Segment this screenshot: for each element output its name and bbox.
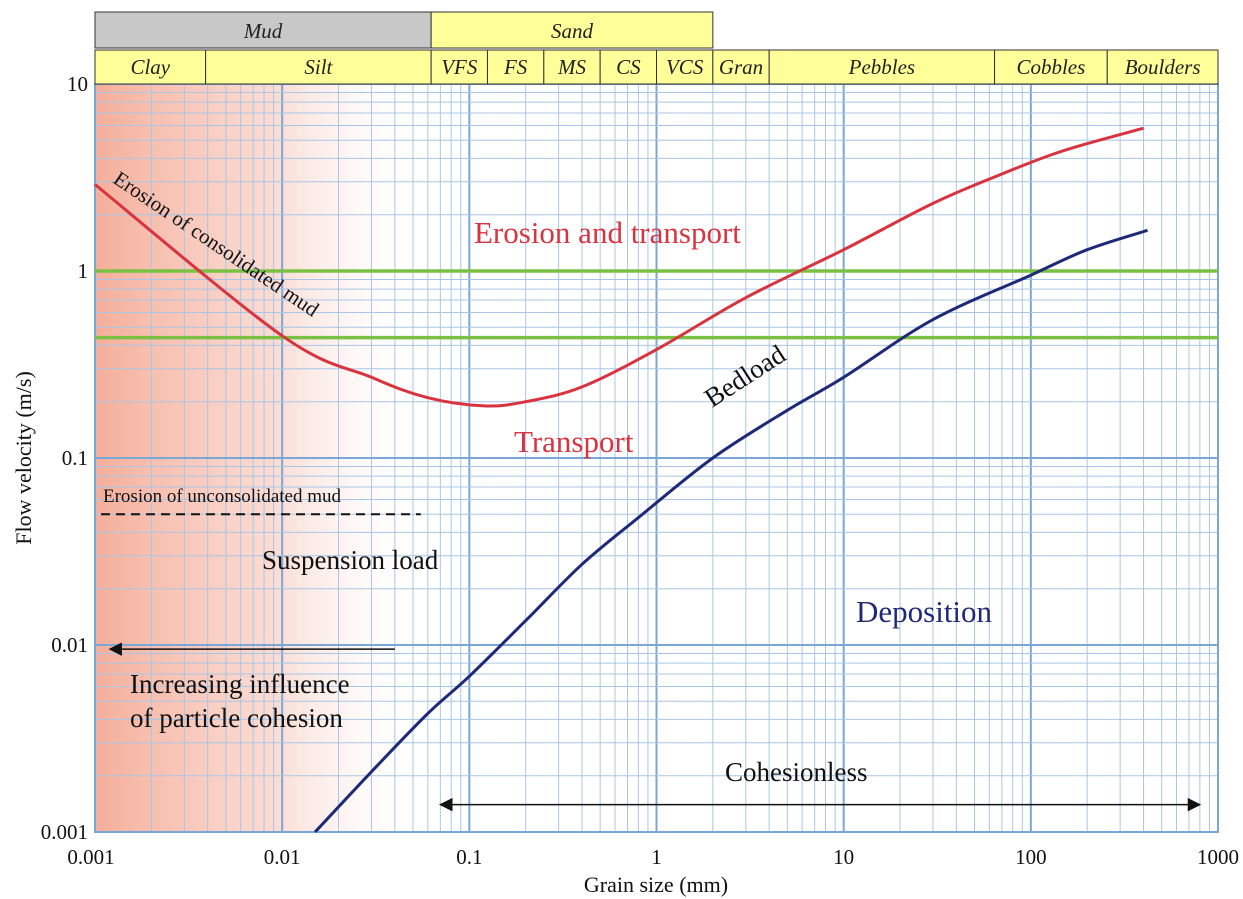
y-tick-label: 0.1 xyxy=(62,446,88,470)
size-class-label: MS xyxy=(557,55,586,79)
x-tick-label: 0.001 xyxy=(67,845,114,869)
erosion-curve xyxy=(94,126,1144,408)
erosion-and-transport-label: Erosion and transport xyxy=(474,215,741,250)
x-axis-label: Grain size (mm) xyxy=(584,872,728,897)
size-class-label: CS xyxy=(616,55,641,79)
size-class-box xyxy=(1106,49,1219,85)
y-tick-label: 10 xyxy=(67,72,88,96)
size-class-label: FS xyxy=(503,55,528,79)
size-class-box xyxy=(599,49,658,85)
threshold-lines xyxy=(95,269,1218,340)
size-class-box xyxy=(712,49,770,85)
size-class-box xyxy=(543,49,601,85)
size-class-groups: Mud Sand xyxy=(94,11,714,49)
size-class-label: Clay xyxy=(130,55,170,79)
size-group-label: Mud xyxy=(243,19,283,43)
size-class-label: Cobbles xyxy=(1016,55,1085,79)
size-group-box xyxy=(430,11,714,49)
suspension-load-label: Suspension load xyxy=(262,545,439,575)
size-class-label: VCS xyxy=(666,55,704,79)
x-tick-label: 10 xyxy=(833,845,854,869)
y-axis-label: Flow velocity (m/s) xyxy=(11,371,36,545)
y-tick-labels: 0.001 0.01 0.1 1 10 xyxy=(41,72,88,844)
cohesion-label-line1: Increasing influence xyxy=(130,669,350,699)
cohesionless-label: Cohesionless xyxy=(725,757,868,787)
size-class-label: Pebbles xyxy=(848,55,915,79)
deposition-curve xyxy=(314,228,1148,834)
size-class-band: Clay Silt VFS FS MS CS VCS Gran Pebbles Cobbles Bo… xyxy=(94,49,1219,85)
size-class-label: Silt xyxy=(304,55,333,79)
size-class-label: VFS xyxy=(441,55,478,79)
deposition-label: Deposition xyxy=(856,594,993,629)
size-class-box xyxy=(205,49,432,85)
size-class-box xyxy=(430,49,488,85)
size-class-box xyxy=(656,49,714,85)
transport-label: Transport xyxy=(514,424,634,459)
x-tick-label: 100 xyxy=(1015,845,1047,869)
x-tick-labels: 0.001 0.01 0.1 1 10 100 1000 xyxy=(67,845,1239,869)
x-tick-label: 0.01 xyxy=(264,845,301,869)
x-tick-label: 1000 xyxy=(1197,845,1239,869)
cohesion-label-line2: of particle cohesion xyxy=(130,703,343,733)
y-tick-label: 0.001 xyxy=(41,820,88,844)
x-tick-label: 1 xyxy=(651,845,662,869)
size-group-label: Sand xyxy=(551,19,594,43)
horizontal-gridlines xyxy=(95,92,1218,777)
y-tick-label: 1 xyxy=(78,259,89,283)
size-class-box xyxy=(768,49,996,85)
size-class-box xyxy=(486,49,545,85)
size-class-label: Gran xyxy=(719,55,763,79)
size-group-box xyxy=(94,11,432,49)
y-tick-label: 0.01 xyxy=(51,633,88,657)
erosion-unconsolidated-mud-label: Erosion of unconsolidated mud xyxy=(103,486,341,507)
x-tick-label: 0.1 xyxy=(456,845,482,869)
size-class-label: Boulders xyxy=(1125,55,1201,79)
